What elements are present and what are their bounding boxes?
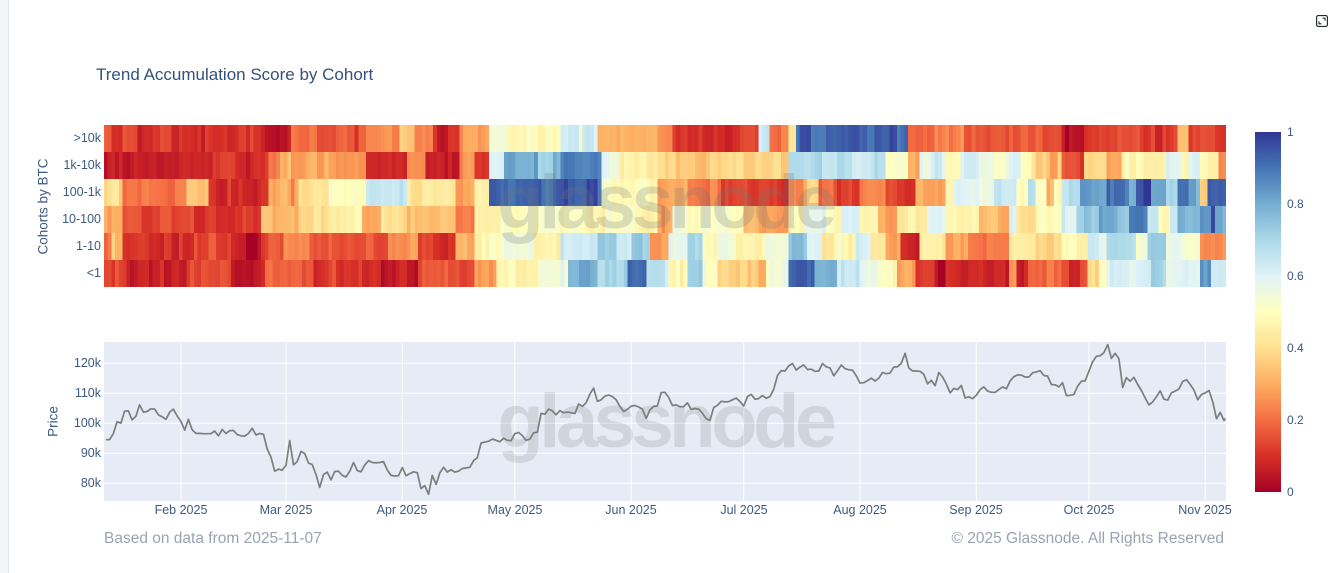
svg-text:glassnode: glassnode bbox=[497, 160, 835, 245]
svg-text:glassnode: glassnode bbox=[497, 379, 835, 464]
